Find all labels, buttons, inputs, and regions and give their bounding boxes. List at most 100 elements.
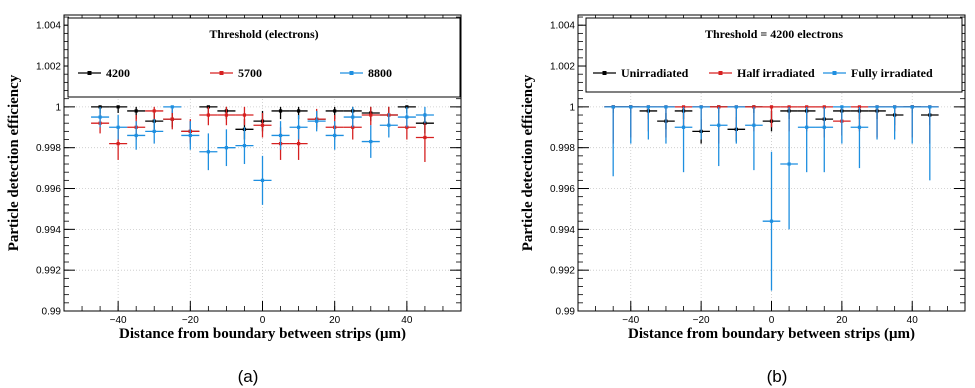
y-tick-label: 1.004 xyxy=(550,21,575,32)
legend-marker xyxy=(718,71,723,75)
data-point xyxy=(224,113,229,117)
data-point xyxy=(206,113,210,117)
legend-entry: Fully irradiated xyxy=(851,66,933,80)
data-point xyxy=(116,125,120,129)
data-point xyxy=(333,109,337,113)
y-tick-label: 0.994 xyxy=(36,225,61,236)
data-point xyxy=(387,123,391,127)
legend-marker xyxy=(602,71,607,75)
y-tick-label: 0.99 xyxy=(42,307,62,318)
data-point xyxy=(188,133,192,138)
data-point xyxy=(822,125,826,129)
legend: Threshold (electrons) 4200 5700 8800 xyxy=(67,17,461,98)
legend-marker xyxy=(219,71,224,75)
x-tick-label: −20 xyxy=(693,315,710,326)
legend-marker xyxy=(832,71,837,75)
y-tick-label: 1 xyxy=(569,102,575,113)
data-point xyxy=(805,125,809,129)
legend-title: Threshold = 4200 electrons xyxy=(705,27,843,41)
data-point xyxy=(681,125,686,129)
data-point xyxy=(423,135,427,140)
data-point xyxy=(260,178,265,182)
data-point xyxy=(369,139,373,144)
x-axis-label: Distance from boundary between strips (μ… xyxy=(628,326,915,342)
data-point xyxy=(296,142,301,146)
series-3 xyxy=(91,105,434,205)
data-point xyxy=(278,133,283,138)
data-point xyxy=(611,105,615,109)
legend-marker xyxy=(349,71,354,75)
chart-panel-1: 0.99 0.992 0.994 0.996 0.998 1 1.002 1.004 −40 −2… xyxy=(6,14,462,386)
x-tick-label: −40 xyxy=(622,315,639,326)
data-point xyxy=(333,133,337,138)
data-point xyxy=(405,115,409,119)
data-point xyxy=(170,105,174,109)
data-point xyxy=(910,105,914,109)
data-point xyxy=(152,129,156,133)
data-point xyxy=(893,105,897,109)
legend-entry: Unirradiated xyxy=(621,66,689,80)
data-point xyxy=(840,105,844,109)
data-point xyxy=(717,123,721,127)
y-axis-label: Particle detection efficiency xyxy=(520,74,536,251)
data-point xyxy=(734,105,738,109)
y-tick-label: 0.996 xyxy=(550,184,575,195)
data-point xyxy=(98,115,102,119)
x-axis-label: Distance from boundary between strips (μ… xyxy=(119,326,406,342)
data-point xyxy=(315,119,319,123)
panel-caption: (b) xyxy=(767,367,788,386)
legend-entry: 5700 xyxy=(238,66,262,80)
data-point xyxy=(664,105,668,109)
x-tick-label: 20 xyxy=(836,315,848,326)
x-tick-label: 0 xyxy=(260,315,266,326)
data-point xyxy=(646,105,650,109)
legend-entry: Half irradiated xyxy=(737,66,815,80)
y-tick-label: 1.002 xyxy=(550,62,575,73)
data-point xyxy=(928,105,932,109)
y-axis-label: Particle detection efficiency xyxy=(6,74,22,251)
data-point xyxy=(242,144,247,148)
data-point xyxy=(116,142,120,146)
data-point xyxy=(152,109,156,113)
y-tick-label: 1.004 xyxy=(36,21,61,32)
x-tick-label: −40 xyxy=(110,315,127,326)
data-point xyxy=(224,146,229,150)
data-point xyxy=(134,133,138,138)
panel-caption: (a) xyxy=(238,367,259,386)
data-point xyxy=(351,115,355,119)
y-tick-label: 0.996 xyxy=(36,184,61,195)
y-tick-label: 0.998 xyxy=(550,143,575,154)
legend-box xyxy=(585,17,963,93)
data-point xyxy=(278,109,283,113)
legend-title: Threshold (electrons) xyxy=(209,27,318,41)
y-tick-label: 0.99 xyxy=(556,307,576,318)
y-tick-label: 1 xyxy=(55,102,61,113)
data-point xyxy=(787,162,791,166)
x-tick-label: 40 xyxy=(907,315,919,326)
chart-panel-2: 0.99 0.992 0.994 0.996 0.998 1 1.002 1.004 −40 −2… xyxy=(520,14,966,386)
data-point xyxy=(752,123,756,127)
data-point xyxy=(629,105,633,109)
y-tick-label: 0.994 xyxy=(550,225,575,236)
series-3 xyxy=(604,105,939,291)
data-point xyxy=(769,219,774,223)
x-tick-label: 0 xyxy=(769,315,775,326)
legend-marker xyxy=(87,71,92,75)
y-tick-label: 0.992 xyxy=(550,266,575,277)
data-point xyxy=(369,113,373,117)
data-point xyxy=(242,113,247,117)
data-point xyxy=(206,150,210,154)
data-point xyxy=(769,105,774,109)
data-point xyxy=(296,109,301,113)
legend-entry: 4200 xyxy=(106,66,130,80)
data-point xyxy=(423,113,427,117)
data-point xyxy=(134,109,138,113)
y-tick-label: 0.998 xyxy=(36,143,61,154)
data-point xyxy=(875,105,879,109)
legend: Threshold = 4200 electrons Unirradiated Ha… xyxy=(585,17,963,93)
legend-box xyxy=(67,17,461,98)
y-tick-label: 0.992 xyxy=(36,266,61,277)
data-point xyxy=(296,125,301,129)
y-tick-label: 1.002 xyxy=(36,62,61,73)
legend-entry: 8800 xyxy=(368,66,392,80)
